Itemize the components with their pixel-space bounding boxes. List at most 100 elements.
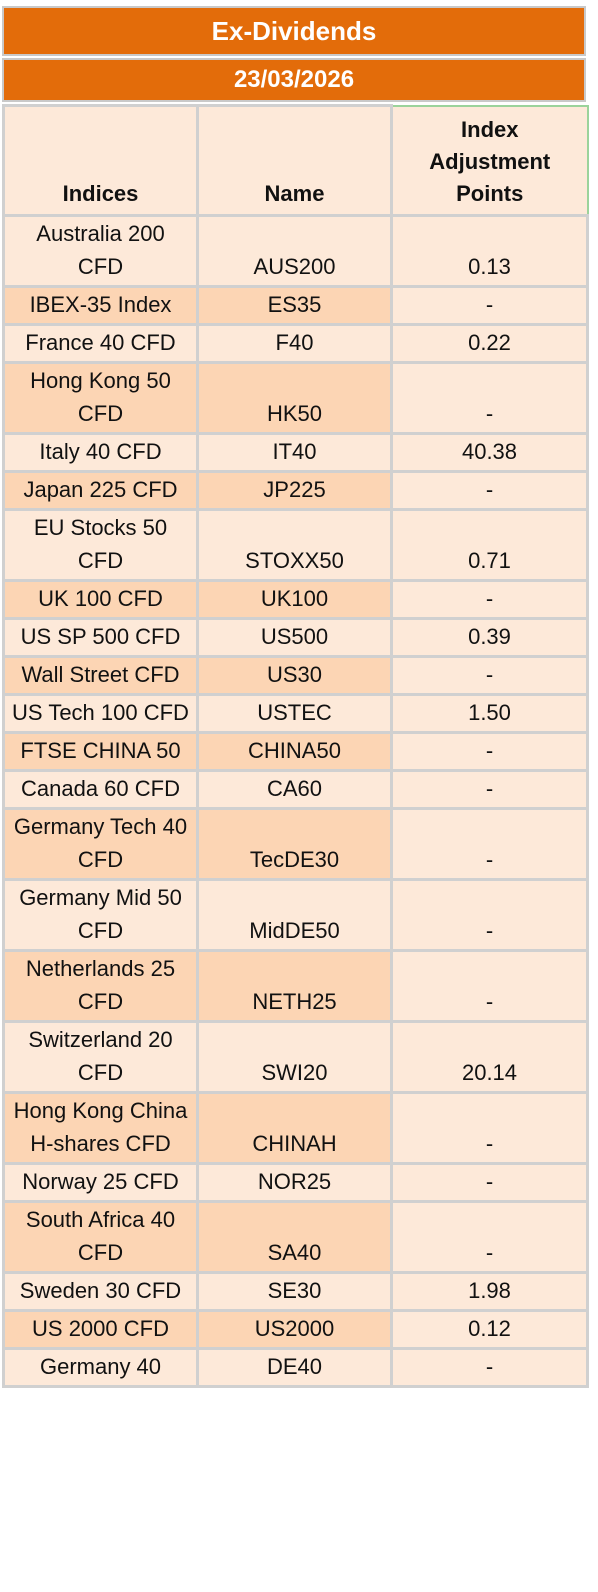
ex-dividends-sheet: Ex-Dividends 23/03/2026 Indices Name Ind…	[2, 6, 589, 1388]
sheet-date: 23/03/2026	[2, 58, 586, 102]
name-cell: SA40	[196, 1200, 393, 1274]
name-cell: ES35	[196, 285, 393, 326]
name-cell: TecDE30	[196, 807, 393, 881]
adjustment-points-cell: -	[390, 1162, 589, 1203]
table-row: Italy 40 CFD IT40 40.38	[2, 432, 589, 473]
name-cell: UK100	[196, 579, 393, 620]
table-row: EU Stocks 50 CFD STOXX50 0.71	[2, 508, 589, 582]
index-cell: France 40 CFD	[2, 323, 199, 364]
name-cell: US30	[196, 655, 393, 696]
table-row: Norway 25 CFD NOR25-	[2, 1162, 589, 1203]
name-cell: CA60	[196, 769, 393, 810]
table-row: US Tech 100 CFD USTEC 1.50	[2, 693, 589, 734]
table-row: Wall Street CFD US30-	[2, 655, 589, 696]
adjustment-points-cell: -	[390, 731, 589, 772]
index-cell: US Tech 100 CFD	[2, 693, 199, 734]
adjustment-points-cell: -	[390, 878, 589, 952]
adjustment-points-cell: 0.71	[390, 508, 589, 582]
adjustment-points-cell: -	[390, 470, 589, 511]
adjustment-points-cell: -	[390, 769, 589, 810]
table-header-row: Indices Name Index Adjustment Points	[2, 104, 589, 217]
index-cell: South Africa 40 CFD	[2, 1200, 199, 1274]
adjustment-points-cell: -	[390, 285, 589, 326]
table-row: Sweden 30 CFD SE30 1.98	[2, 1271, 589, 1312]
table-row: Germany Mid 50 CFD MidDE50-	[2, 878, 589, 952]
table-row: Australia 200 CFD AUS200 0.13	[2, 214, 589, 288]
index-cell: FTSE CHINA 50	[2, 731, 199, 772]
adjustment-points-cell: -	[390, 1347, 589, 1388]
name-cell: US500	[196, 617, 393, 658]
table-row: Hong Kong China H-shares CFD CHINAH -	[2, 1091, 589, 1165]
table-row: IBEX-35 Index ES35-	[2, 285, 589, 326]
index-cell: Hong Kong 50 CFD	[2, 361, 199, 435]
name-cell: HK50	[196, 361, 393, 435]
index-cell: Australia 200 CFD	[2, 214, 199, 288]
name-cell: MidDE50	[196, 878, 393, 952]
name-cell: USTEC	[196, 693, 393, 734]
sheet-title: Ex-Dividends	[2, 6, 586, 56]
table-row: FTSE CHINA 50 CHINA50-	[2, 731, 589, 772]
name-cell: CHINA50	[196, 731, 393, 772]
name-cell: DE40	[196, 1347, 393, 1388]
adjustment-points-cell: -	[390, 655, 589, 696]
name-cell: SE30	[196, 1271, 393, 1312]
index-cell: Italy 40 CFD	[2, 432, 199, 473]
index-cell: UK 100 CFD	[2, 579, 199, 620]
index-cell: Sweden 30 CFD	[2, 1271, 199, 1312]
table-row: Japan 225 CFD JP225-	[2, 470, 589, 511]
adjustment-points-cell: -	[390, 949, 589, 1023]
index-cell: Japan 225 CFD	[2, 470, 199, 511]
table-row: Netherlands 25 CFD NETH25-	[2, 949, 589, 1023]
index-cell: EU Stocks 50 CFD	[2, 508, 199, 582]
dividends-table: Indices Name Index Adjustment Points Aus…	[2, 104, 589, 1388]
name-cell: AUS200	[196, 214, 393, 288]
name-cell: SWI20	[196, 1020, 393, 1094]
adjustment-points-cell: 0.12	[390, 1309, 589, 1350]
adjustment-points-cell: -	[390, 1091, 589, 1165]
name-cell: NOR25	[196, 1162, 393, 1203]
column-header-name: Name	[196, 104, 393, 217]
adjustment-points-cell: -	[390, 807, 589, 881]
column-header-indices: Indices	[2, 104, 199, 217]
index-cell: Netherlands 25 CFD	[2, 949, 199, 1023]
index-cell: Germany 40	[2, 1347, 199, 1388]
adjustment-points-cell: 0.39	[390, 617, 589, 658]
table-row: Canada 60 CFD CA60-	[2, 769, 589, 810]
index-cell: US SP 500 CFD	[2, 617, 199, 658]
index-cell: Norway 25 CFD	[2, 1162, 199, 1203]
adjustment-points-cell: -	[390, 579, 589, 620]
table-row: Switzerland 20 CFD SWI20 20.14	[2, 1020, 589, 1094]
adjustment-points-cell: 1.50	[390, 693, 589, 734]
index-cell: Switzerland 20 CFD	[2, 1020, 199, 1094]
column-header-adjustment-points: Index Adjustment Points	[390, 104, 589, 217]
index-cell: Germany Mid 50 CFD	[2, 878, 199, 952]
index-cell: Wall Street CFD	[2, 655, 199, 696]
adjustment-points-cell: -	[390, 361, 589, 435]
adjustment-points-cell: 40.38	[390, 432, 589, 473]
index-cell: Hong Kong China H-shares CFD	[2, 1091, 199, 1165]
adjustment-points-cell: -	[390, 1200, 589, 1274]
name-cell: CHINAH	[196, 1091, 393, 1165]
index-cell: Canada 60 CFD	[2, 769, 199, 810]
index-cell: IBEX-35 Index	[2, 285, 199, 326]
table-row: US 2000 CFD US2000 0.12	[2, 1309, 589, 1350]
table-row: Germany 40 DE40-	[2, 1347, 589, 1388]
name-cell: F40	[196, 323, 393, 364]
table-row: South Africa 40 CFD SA40-	[2, 1200, 589, 1274]
name-cell: IT40	[196, 432, 393, 473]
name-cell: US2000	[196, 1309, 393, 1350]
index-cell: US 2000 CFD	[2, 1309, 199, 1350]
adjustment-points-cell: 0.13	[390, 214, 589, 288]
table-row: UK 100 CFD UK100-	[2, 579, 589, 620]
index-cell: Germany Tech 40 CFD	[2, 807, 199, 881]
table-row: Germany Tech 40 CFD TecDE30-	[2, 807, 589, 881]
name-cell: JP225	[196, 470, 393, 511]
name-cell: NETH25	[196, 949, 393, 1023]
adjustment-points-cell: 0.22	[390, 323, 589, 364]
table-row: Hong Kong 50 CFD HK50-	[2, 361, 589, 435]
table-row: US SP 500 CFD US500 0.39	[2, 617, 589, 658]
table-body: Australia 200 CFD AUS200 0.13 IBEX-35 Index…	[2, 214, 589, 1388]
adjustment-points-cell: 1.98	[390, 1271, 589, 1312]
adjustment-points-cell: 20.14	[390, 1020, 589, 1094]
table-row: France 40 CFD F40 0.22	[2, 323, 589, 364]
